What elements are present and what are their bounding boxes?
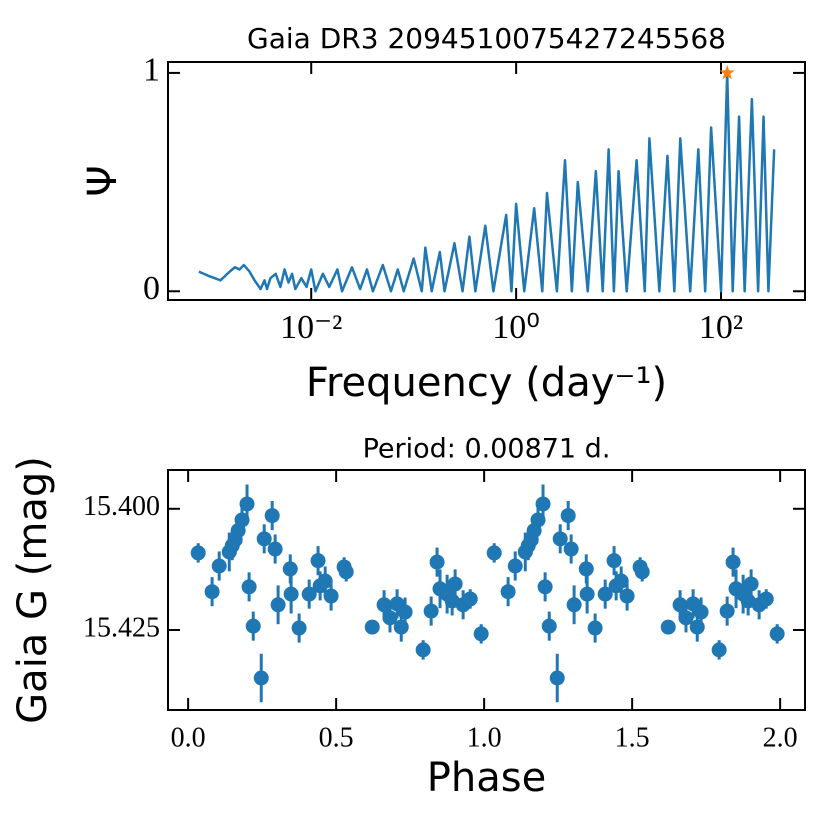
- point: [423, 603, 439, 619]
- x-tick-label: 1.0: [467, 722, 502, 753]
- x-tick-label: 0.5: [319, 722, 354, 753]
- title: Period: 0.00871 d.: [363, 434, 611, 465]
- point: [310, 553, 326, 569]
- point: [429, 554, 445, 570]
- point: [758, 591, 774, 607]
- point: [291, 620, 307, 636]
- point: [264, 508, 280, 524]
- point: [606, 553, 622, 569]
- point: [376, 597, 392, 613]
- peak-marker: [719, 64, 735, 80]
- point: [769, 626, 785, 642]
- point: [579, 586, 595, 602]
- x-tick-label: 2.0: [763, 722, 798, 753]
- point: [364, 619, 380, 635]
- x-tick-label: 10⁰: [492, 309, 540, 346]
- point: [634, 564, 650, 580]
- point: [267, 541, 283, 557]
- point: [560, 508, 576, 524]
- point: [253, 670, 269, 686]
- point: [382, 610, 398, 626]
- point: [270, 597, 286, 613]
- point: [587, 620, 603, 636]
- point: [301, 586, 317, 602]
- point: [597, 586, 613, 602]
- x-axis-label: Phase: [427, 755, 546, 801]
- point: [535, 496, 551, 512]
- point: [256, 531, 272, 547]
- x-tick-label: 1.5: [615, 722, 650, 753]
- x-axis-label: Frequency (day⁻¹): [306, 360, 667, 406]
- point: [578, 561, 594, 577]
- point: [338, 564, 354, 580]
- point: [473, 626, 489, 642]
- point: [678, 610, 694, 626]
- point: [743, 576, 759, 592]
- point: [549, 670, 565, 686]
- point: [190, 545, 206, 561]
- point: [317, 573, 333, 589]
- x-tick-label: 0.0: [171, 722, 206, 753]
- y-tick-label: 15.400: [83, 491, 160, 522]
- point: [613, 573, 629, 589]
- plot-frame: [167, 469, 806, 711]
- point: [619, 588, 635, 604]
- point: [486, 545, 502, 561]
- point: [552, 531, 568, 547]
- point: [323, 588, 339, 604]
- plot-frame: [167, 61, 806, 301]
- point: [245, 618, 261, 634]
- point: [282, 561, 298, 577]
- point: [541, 618, 557, 634]
- point: [563, 541, 579, 557]
- point: [507, 558, 523, 574]
- x-tick-label: 10²: [699, 309, 743, 346]
- point: [672, 597, 688, 613]
- x-tick-label: 10⁻²: [280, 309, 342, 346]
- point: [725, 554, 741, 570]
- title: Gaia DR3 2094510075427245568: [247, 22, 726, 55]
- point: [660, 619, 676, 635]
- point: [500, 584, 516, 600]
- line: [198, 71, 776, 293]
- point: [211, 558, 227, 574]
- y-tick-label: 15.425: [83, 612, 160, 643]
- point: [537, 579, 553, 595]
- point: [719, 603, 735, 619]
- point: [711, 642, 727, 658]
- y-tick-label: 1: [143, 52, 160, 89]
- point: [415, 642, 431, 658]
- point: [241, 579, 257, 595]
- y-tick-label: 0: [143, 270, 160, 307]
- point: [397, 604, 413, 620]
- point: [566, 597, 582, 613]
- point: [693, 604, 709, 620]
- y-axis-label: Ψ: [80, 165, 126, 196]
- y-axis-label: Gaia G (mag): [10, 456, 56, 724]
- point: [204, 584, 220, 600]
- point: [239, 496, 255, 512]
- point: [447, 576, 463, 592]
- point: [462, 591, 478, 607]
- point: [283, 586, 299, 602]
